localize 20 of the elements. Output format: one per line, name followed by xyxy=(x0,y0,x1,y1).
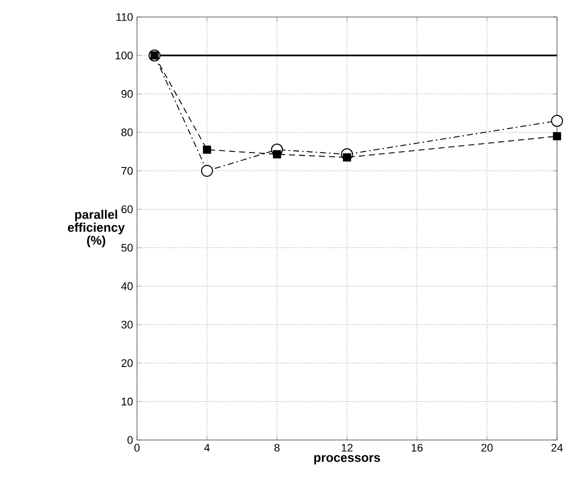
x-tick-label: 4 xyxy=(204,444,210,452)
x-tick-label: 12 xyxy=(342,444,353,452)
x-tick-label: 20 xyxy=(481,444,493,452)
y-tick-label: 0 xyxy=(127,436,133,444)
y-tick-label: 70 xyxy=(122,166,133,175)
y-tick-label: 10 xyxy=(122,398,133,406)
x-tick-label: 24 xyxy=(551,444,563,452)
y-tick-label: 60 xyxy=(122,205,133,214)
y-tick-label: 30 xyxy=(121,320,133,329)
y-tick-label: 40 xyxy=(121,282,133,290)
y-tick-label: 50 xyxy=(121,244,133,252)
y-tick-label: 20 xyxy=(122,359,133,367)
x-axis-title: processors xyxy=(314,455,380,464)
y-tick-label: 90 xyxy=(121,90,133,98)
x-tick-label: 16 xyxy=(412,444,423,452)
x-tick-label: 8 xyxy=(274,444,280,452)
y-tick-label: 80 xyxy=(121,128,133,136)
y-tick-label: 100 xyxy=(116,52,133,60)
x-tick-label: 0 xyxy=(134,444,140,452)
y-tick-label: 110 xyxy=(116,13,133,21)
